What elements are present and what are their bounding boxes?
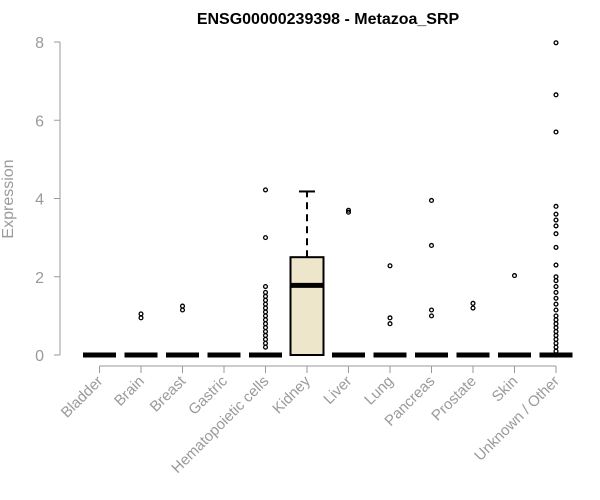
outlier-point: [345, 207, 352, 213]
x-tick-label: Lung: [361, 373, 397, 409]
outlier-point: [553, 344, 559, 350]
outlier-point: [262, 309, 269, 315]
outlier-point: [553, 295, 559, 301]
outlier-point: [553, 328, 559, 335]
chart-title: ENSG00000239398 - Metazoa_SRP: [197, 11, 460, 28]
outlier-point: [553, 217, 559, 223]
outlier-point: [553, 211, 559, 217]
outlier-point: [553, 332, 559, 338]
outlier-point: [262, 321, 269, 327]
box-group: [249, 187, 282, 358]
outlier-point: [428, 242, 435, 249]
outlier-point: [345, 209, 352, 215]
outlier-point: [262, 297, 269, 303]
y-tick-label: 2: [35, 270, 44, 287]
outlier-point: [179, 307, 186, 313]
box-group: [289, 190, 325, 356]
x-tick-label: Breast: [147, 372, 190, 415]
outlier-point: [262, 317, 269, 323]
outlier-point: [262, 301, 269, 307]
y-axis: 0 2 4 6 8: [35, 35, 61, 365]
outlier-point: [553, 244, 559, 250]
outlier-point: [553, 231, 559, 237]
x-tick-label: Liver: [320, 373, 355, 408]
outlier-point: [262, 305, 269, 311]
outlier-point: [553, 262, 559, 268]
outlier-point: [138, 311, 144, 317]
outlier-point: [262, 344, 269, 350]
box-group: [373, 263, 407, 358]
outlier-point: [138, 315, 144, 321]
outlier-point: [511, 273, 518, 279]
outlier-point: [387, 321, 393, 327]
y-tick-label: 6: [35, 113, 44, 130]
outlier-point: [553, 348, 559, 354]
outlier-point: [553, 129, 559, 135]
outlier-point: [262, 313, 269, 319]
outlier-point: [262, 340, 269, 346]
x-tick-label: Skin: [489, 373, 522, 406]
box-group: [415, 197, 448, 358]
outlier-point: [553, 203, 559, 209]
outlier-point: [262, 235, 269, 241]
box-group: [456, 300, 490, 358]
y-tick-label: 4: [35, 192, 44, 209]
outlier-point: [553, 321, 559, 327]
outlier-point: [553, 278, 559, 284]
box-group: [166, 303, 199, 358]
outlier-point: [553, 283, 559, 290]
box-group: [124, 311, 158, 358]
outlier-point: [179, 303, 186, 309]
outlier-point: [553, 301, 559, 307]
box-group: [539, 40, 573, 358]
outlier-point: [387, 315, 393, 321]
outlier-point: [553, 40, 559, 46]
outlier-point: [428, 307, 435, 313]
x-tick-label: Bladder: [58, 373, 107, 422]
outlier-point: [262, 293, 269, 299]
box-group: [498, 273, 531, 358]
outlier-point: [553, 307, 559, 313]
x-tick-label: Brain: [111, 373, 148, 410]
outlier-point: [262, 289, 269, 295]
outlier-point: [262, 336, 269, 342]
y-tick-label: 8: [35, 35, 44, 52]
outlier-point: [553, 325, 559, 331]
outlier-point: [553, 313, 559, 319]
outlier-point: [553, 289, 559, 295]
y-tick-label: 0: [35, 348, 44, 365]
outlier-point: [553, 340, 559, 346]
x-tick-label: Kidney: [269, 372, 314, 417]
outlier-point: [470, 300, 476, 306]
outlier-point: [262, 328, 269, 335]
y-axis-label: Expression: [0, 159, 17, 238]
outlier-point: [262, 332, 269, 338]
outlier-point: [553, 274, 559, 280]
boxes-layer: [83, 40, 573, 358]
outlier-point: [553, 223, 559, 229]
outlier-point: [262, 325, 269, 331]
outlier-point: [470, 305, 476, 311]
outlier-point: [553, 317, 559, 323]
outlier-point: [262, 283, 269, 290]
outlier-point: [553, 336, 559, 342]
outlier-point: [553, 92, 559, 98]
outlier-point: [428, 197, 435, 204]
outlier-point: [262, 187, 269, 193]
outlier-point: [428, 313, 435, 319]
outlier-point: [387, 263, 393, 269]
box-iqr: [289, 256, 325, 356]
x-tick-label: Prostate: [428, 373, 480, 425]
box-group: [332, 207, 365, 358]
